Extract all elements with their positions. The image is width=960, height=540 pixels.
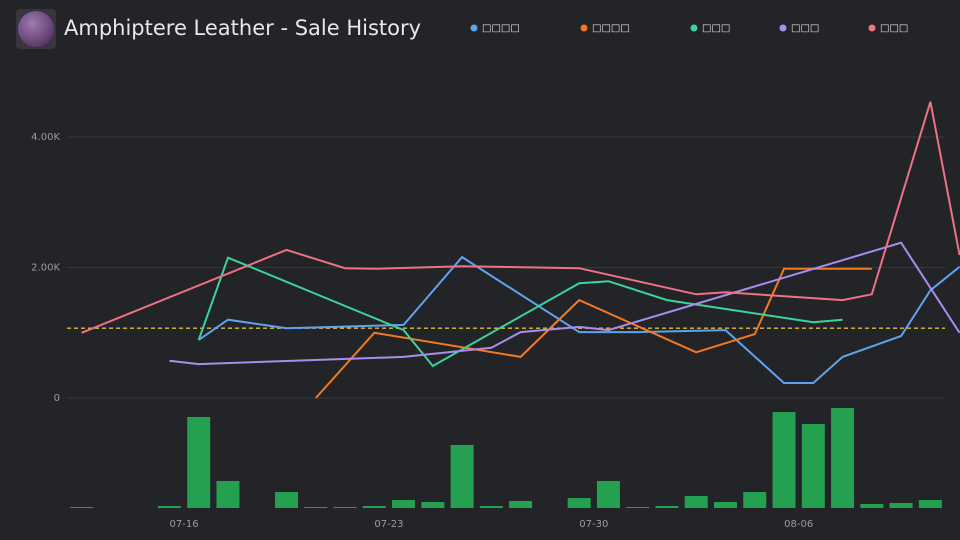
volume-bar <box>157 506 181 508</box>
volume-bar <box>889 503 913 508</box>
series-line <box>81 101 960 334</box>
volume-bar <box>216 481 240 508</box>
legend-label: □□□□ <box>482 23 520 34</box>
volume-bar <box>655 506 679 508</box>
y-tick-label: 2.00K <box>31 263 60 274</box>
x-tick-label: 08-06 <box>784 519 813 530</box>
volume-bar <box>626 507 650 508</box>
volume-bar <box>70 507 94 508</box>
legend-swatch <box>690 24 698 32</box>
volume-bar <box>801 424 825 508</box>
legend-label: □□□□ <box>592 23 630 34</box>
volume-bar <box>450 445 474 508</box>
volume-bar <box>596 481 620 508</box>
volume-bar <box>860 504 884 508</box>
volume-bar <box>684 496 708 508</box>
volume-bar <box>918 500 942 508</box>
volume-bar <box>275 492 298 508</box>
series-line <box>197 256 843 368</box>
volume-bar <box>743 492 767 508</box>
x-tick-label: 07-23 <box>374 519 403 530</box>
volume-bar <box>567 498 591 508</box>
volume-bar <box>479 506 503 508</box>
legend-swatch <box>868 24 876 32</box>
x-tick-label: 07-16 <box>170 519 199 530</box>
legend-swatch <box>470 24 478 32</box>
volume-bar <box>392 500 416 508</box>
series-line <box>315 267 872 399</box>
legend-label: □□□ <box>791 23 819 34</box>
y-tick-label: 4.00K <box>31 132 60 143</box>
series-group <box>81 101 960 399</box>
volume-bar <box>831 408 855 508</box>
x-tick-label: 07-30 <box>579 519 608 530</box>
volume-bar <box>714 502 737 508</box>
legend-swatch <box>580 24 588 32</box>
volume-bar <box>304 507 328 508</box>
series-line <box>169 241 960 366</box>
volume-bar <box>421 502 445 508</box>
legend-label: □□□ <box>702 23 730 34</box>
volume-bar <box>772 412 796 508</box>
volume-bar <box>187 417 211 508</box>
volume-bar <box>362 506 386 508</box>
chart-title: Amphiptere Leather - Sale History <box>64 16 421 40</box>
volume-bar <box>509 501 533 508</box>
series-line <box>198 255 960 384</box>
y-tick-label: 0 <box>54 393 60 404</box>
volume-bar <box>333 507 357 508</box>
item-icon <box>18 11 54 47</box>
legend-label: □□□ <box>880 23 908 34</box>
legend-swatch <box>779 24 787 32</box>
